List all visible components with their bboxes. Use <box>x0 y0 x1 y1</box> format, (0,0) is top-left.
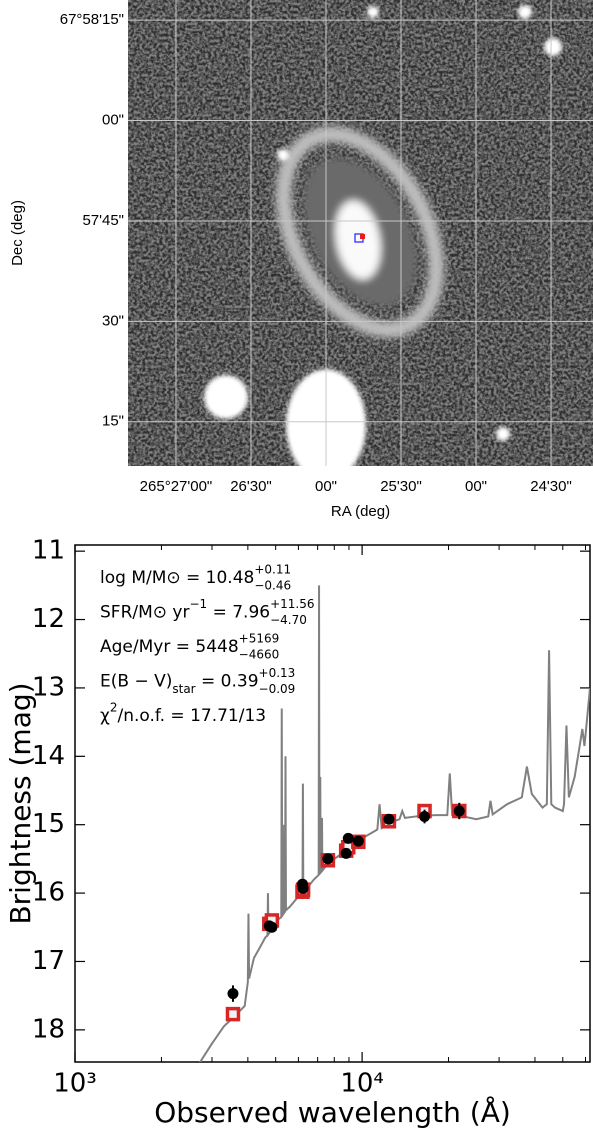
observed-point <box>266 921 278 933</box>
model-point <box>225 1006 241 1022</box>
x-tick-label: 00" <box>465 478 487 495</box>
annotation: −0.46 <box>254 579 291 593</box>
y-tick-label: 13 <box>32 672 65 702</box>
x-tick-label: 00" <box>315 478 337 495</box>
annotation: χ <box>100 706 110 726</box>
annotation: SFR/M⊙ yr <box>100 603 189 623</box>
annotation: +5169 <box>239 632 280 646</box>
y-tick-label: 57'45" <box>82 212 124 229</box>
annotation: −1 <box>189 597 207 611</box>
annotation: E(B − V) <box>100 672 172 692</box>
y-axis-label: Brightness (mag) <box>4 682 37 924</box>
observed-point <box>227 988 239 1000</box>
annotation: Age/Myr = 5448 <box>100 637 239 657</box>
y-tick-label: 15 <box>32 809 65 839</box>
annotation: +11.56 <box>270 597 314 611</box>
annotation: /n.o.f. = 17.71/13 <box>117 706 266 726</box>
annotation: −4660 <box>239 648 280 662</box>
y-tick-label: 16 <box>32 878 65 908</box>
y-tick-label: 15" <box>102 413 124 430</box>
y-tick-label: 00" <box>102 112 124 129</box>
x-axis-label: RA (deg) <box>331 503 390 520</box>
plot-frame <box>74 544 591 1063</box>
y-axis-label: Dec (deg) <box>9 200 26 266</box>
y-tick-label: 14 <box>32 741 65 771</box>
annotation: +0.11 <box>254 563 291 577</box>
y-tick-label: 18 <box>32 1014 65 1044</box>
marker-red <box>360 234 365 239</box>
x-tick-label: 26'30" <box>230 478 272 495</box>
observed-point <box>352 835 364 847</box>
observed-point <box>322 853 334 865</box>
annotation: −4.70 <box>270 613 307 627</box>
y-tick-label: 12 <box>32 604 65 634</box>
observed-point <box>453 805 465 817</box>
y-tick-label: 17 <box>32 946 65 976</box>
x-axis-label: Observed wavelength (Å) <box>154 1095 511 1129</box>
galaxy <box>275 126 445 338</box>
x-tick-label: 265°27'00" <box>140 478 213 495</box>
observed-point <box>297 882 309 894</box>
observed-point <box>419 810 431 822</box>
x-tick-label: 10⁴ <box>340 1069 384 1099</box>
annotation: 2 <box>110 701 118 715</box>
y-tick-label: 11 <box>32 536 65 566</box>
x-tick-label: 24'30" <box>530 478 572 495</box>
sky-image-panel: 265°27'00" 26'30" 00" 25'30" 00" 24'30" 67°58'… <box>9 0 593 520</box>
annotation: = 7.96 <box>207 603 270 623</box>
x-tick-label: 25'30" <box>380 478 422 495</box>
annotation: −0.09 <box>259 682 296 696</box>
observed-point <box>342 832 354 844</box>
x-tick-label: 10³ <box>53 1069 97 1099</box>
sky-image <box>128 0 593 466</box>
stars <box>204 5 562 466</box>
observed-point <box>340 847 352 859</box>
y-tick-label: 30" <box>102 312 124 329</box>
annotation: star <box>172 682 195 696</box>
annotation: log M/M⊙ = 10.48 <box>100 568 254 588</box>
observed-point <box>383 813 395 825</box>
annotation: = 0.39 <box>196 672 259 692</box>
annotation: +0.13 <box>259 666 296 680</box>
y-tick-label: 67°58'15" <box>60 11 124 28</box>
